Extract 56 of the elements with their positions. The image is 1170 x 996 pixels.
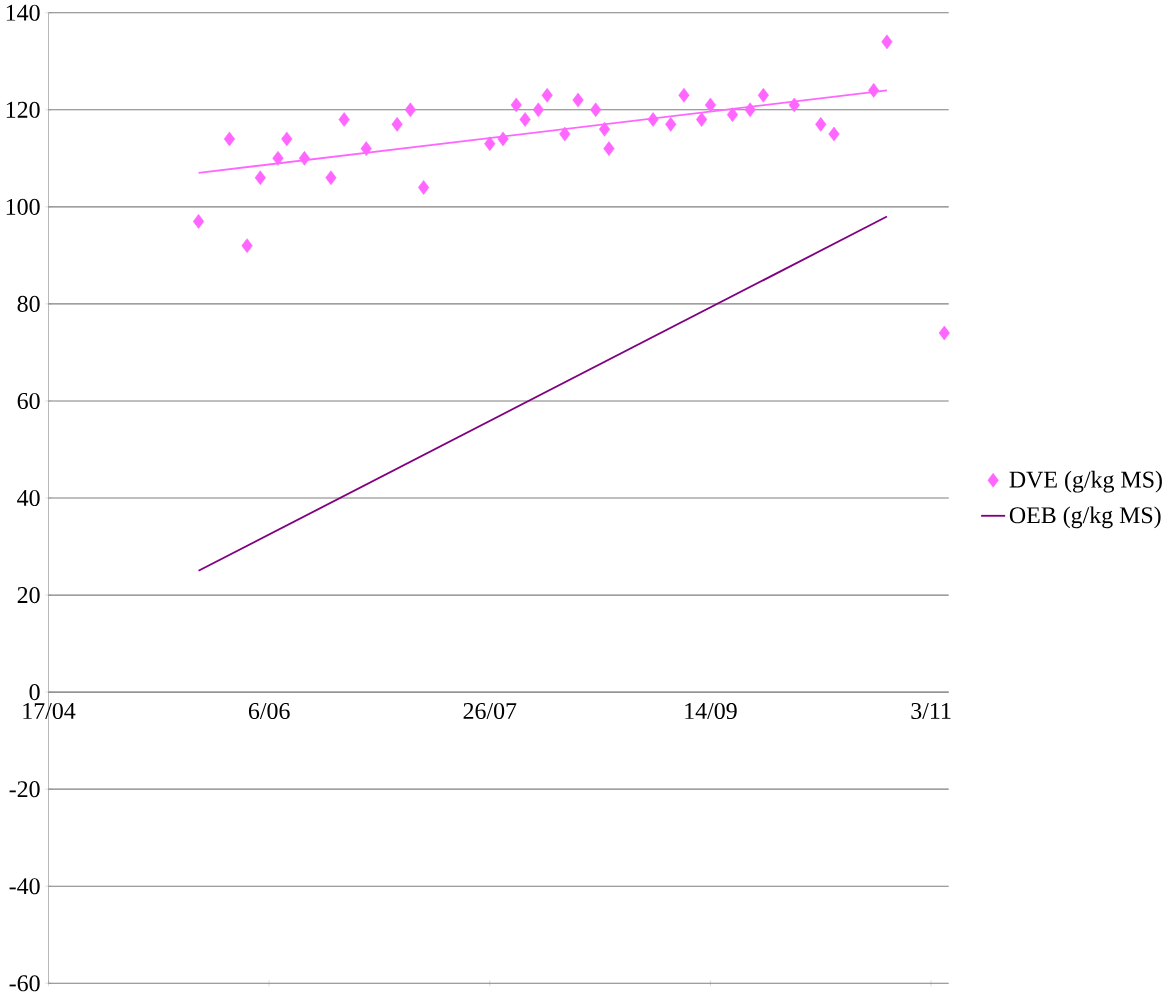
legend-label: OEB (g/kg MS): [1009, 506, 1161, 529]
point: [418, 180, 430, 195]
point: [360, 141, 372, 156]
point: [541, 87, 553, 103]
point: [510, 97, 522, 113]
point: [391, 117, 403, 132]
x-tick-label: 3/11: [911, 702, 951, 719]
point: [298, 151, 311, 166]
point: [704, 97, 716, 113]
point: [338, 112, 350, 127]
point: [484, 136, 496, 152]
point: [572, 92, 584, 108]
point: [532, 102, 544, 118]
point: [519, 112, 531, 127]
point: [272, 151, 284, 166]
point: [744, 102, 756, 118]
y-tick-label: 60: [17, 392, 40, 410]
x-tick-label: 6/06: [248, 702, 290, 720]
point: [757, 87, 769, 103]
point: [647, 112, 659, 127]
point: [868, 83, 880, 98]
point: [559, 126, 571, 142]
point: [325, 170, 337, 186]
point: [678, 87, 690, 103]
point: [497, 131, 509, 147]
point: [598, 121, 611, 137]
point: [603, 141, 615, 156]
point: [788, 97, 800, 113]
y-tick-label: 40: [17, 489, 40, 507]
point: [404, 102, 416, 118]
point: [590, 102, 602, 118]
y-tick-label: 120: [6, 101, 40, 118]
y-tick-label: 100: [6, 198, 40, 215]
x-tick-label: 26/07: [463, 702, 517, 720]
y-tick-label: -20: [9, 781, 40, 798]
point: [241, 238, 253, 253]
x-tick-label: 17/04: [23, 702, 76, 720]
point: [881, 34, 893, 50]
point: [192, 214, 205, 229]
y-tick-label: -40: [9, 878, 40, 895]
y-tick-label: 0: [29, 684, 40, 701]
point: [696, 112, 708, 127]
y-tick-label: 140: [6, 4, 40, 21]
point: [254, 170, 266, 186]
point: [223, 131, 235, 147]
point: [938, 325, 950, 341]
y-tick-label: 80: [17, 295, 40, 312]
point: [281, 131, 293, 147]
point: [815, 117, 827, 132]
point: [828, 126, 840, 142]
point: [726, 107, 739, 122]
y-tick-label: 20: [17, 586, 40, 604]
legend-label: DVE (g/kg MS): [1009, 470, 1162, 493]
point: [665, 117, 677, 132]
y-tick-label: -60: [9, 975, 40, 992]
x-tick-label: 14/09: [685, 702, 737, 720]
